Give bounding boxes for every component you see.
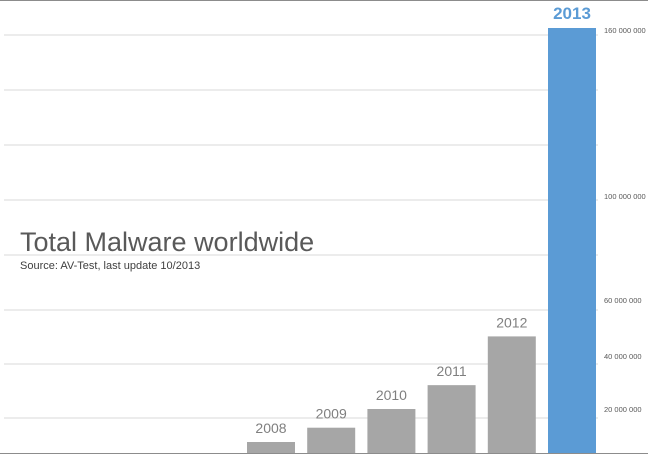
- bar-label-2008: 2008: [255, 420, 286, 436]
- y-axis-ticks: 20 000 000 40 000 000 60 000 000 100 000 00…: [604, 26, 646, 414]
- bar-label-2013: 2013: [553, 4, 591, 23]
- bar-2008: [247, 442, 295, 453]
- bar-2009: [307, 427, 356, 453]
- y-tick-label: 60 000 000: [604, 296, 642, 305]
- bar-2013: [548, 28, 596, 453]
- bar-label-2009: 2009: [316, 406, 347, 422]
- bar-labels: 2008 2009 2010 2011 2012 2013: [255, 4, 590, 436]
- y-tick-label: 160 000 000: [604, 26, 646, 35]
- bar-label-2011: 2011: [437, 363, 467, 379]
- y-tick-label: 100 000 000: [604, 192, 646, 201]
- title-block: Total Malware worldwide Source: AV-Test,…: [20, 226, 314, 273]
- bar-2010: [367, 409, 416, 453]
- chart-subtitle: Source: AV-Test, last update 10/2013: [20, 260, 201, 272]
- bar-2011: [427, 385, 476, 453]
- y-tick-label: 40 000 000: [604, 352, 642, 361]
- y-tick-label: 20 000 000: [604, 405, 642, 414]
- bar-2012: [487, 336, 536, 453]
- chart-title: Total Malware worldwide: [20, 227, 315, 257]
- bar-label-2010: 2010: [376, 387, 407, 403]
- bars: [247, 28, 596, 453]
- bar-label-2012: 2012: [496, 314, 527, 330]
